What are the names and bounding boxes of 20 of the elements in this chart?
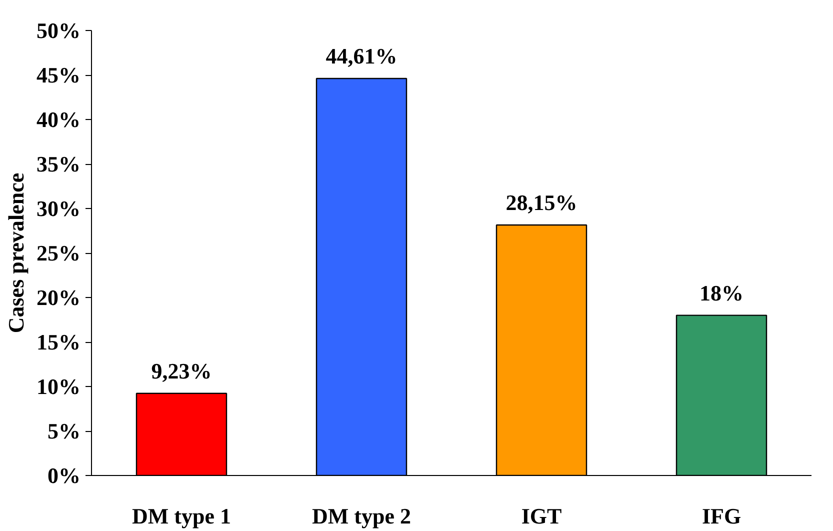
x-tick-label: IGT xyxy=(521,504,562,528)
data-label: 18% xyxy=(700,280,744,306)
y-tick-label: 50% xyxy=(36,18,80,43)
y-tick-label: 30% xyxy=(36,196,80,221)
x-tick-label: DM type 2 xyxy=(312,504,411,528)
y-tick-label: 5% xyxy=(48,418,80,444)
y-tick-label: 10% xyxy=(36,374,80,399)
x-tick-label: IFG xyxy=(702,504,742,528)
x-tick-label: DM type 1 xyxy=(132,504,231,528)
y-tick-label: 20% xyxy=(36,285,80,310)
data-label: 28,15% xyxy=(506,190,578,215)
y-tick-label: 35% xyxy=(36,152,80,176)
data-label: 44,61% xyxy=(326,43,398,68)
y-tick-label: 0% xyxy=(48,463,80,488)
y-tick-label: 45% xyxy=(36,62,80,88)
y-tick-label: 15% xyxy=(36,330,80,354)
data-label: 9,23% xyxy=(151,358,212,384)
y-tick-label: 25% xyxy=(36,240,80,266)
y-tick-label: 40% xyxy=(36,107,80,132)
y-axis-title: Cases prevalence xyxy=(4,172,28,334)
